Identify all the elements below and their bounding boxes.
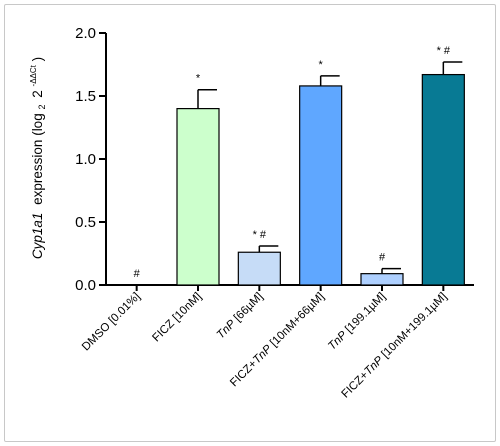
bar	[176, 107, 220, 286]
y-tick-label: 1.0	[75, 151, 96, 168]
significance-label: #	[134, 268, 141, 280]
bar	[237, 251, 281, 286]
y-tick-label: 2.0	[75, 25, 96, 42]
significance-label: *	[319, 59, 324, 71]
category-label: FICZ [10nM]	[150, 291, 204, 345]
y-axis-label-sup: -ΔΔCt	[29, 64, 38, 86]
category-label: FICZ+TnP [10nM+199.1µM]	[340, 291, 450, 401]
significance-label: * #	[253, 229, 267, 241]
y-axis-label-gene: Cyp1a1	[30, 213, 45, 260]
y-tick-label: 0.5	[75, 214, 96, 231]
y-axis-label-text: expression (log	[30, 113, 45, 205]
y-tick-label: 0.0	[75, 277, 96, 294]
bar	[421, 73, 465, 286]
category-label: DMSO [0.01%]	[80, 291, 143, 354]
y-tick-label: 1.5	[75, 88, 96, 105]
category-label-part: FICZ [10nM]	[150, 291, 204, 345]
category-label-part: DMSO [0.01%]	[80, 291, 143, 354]
y-axis-label-close: )	[30, 57, 45, 62]
chart-frame	[4, 4, 496, 442]
category-label-part: [66µM]	[230, 291, 266, 327]
bar	[299, 85, 343, 286]
y-axis-label-sub: 2	[37, 105, 47, 110]
significance-label: * #	[437, 45, 451, 57]
category-label-part: [10nM+199.1µM]	[377, 291, 449, 363]
y-axis-label-base: 2	[30, 90, 45, 98]
category-label-part: [10nM+66µM]	[266, 291, 327, 352]
y-axis-label: Cyp1a1 expression (log 2 2 -ΔΔCt )	[24, 57, 48, 259]
bar	[360, 273, 404, 286]
category-label: TnP [199.1µM]	[326, 291, 388, 353]
category-label-part: [199.1µM]	[341, 291, 388, 338]
significance-label: *	[196, 73, 201, 85]
category-label: TnP [66µM]	[215, 291, 266, 342]
significance-label: #	[379, 252, 386, 264]
